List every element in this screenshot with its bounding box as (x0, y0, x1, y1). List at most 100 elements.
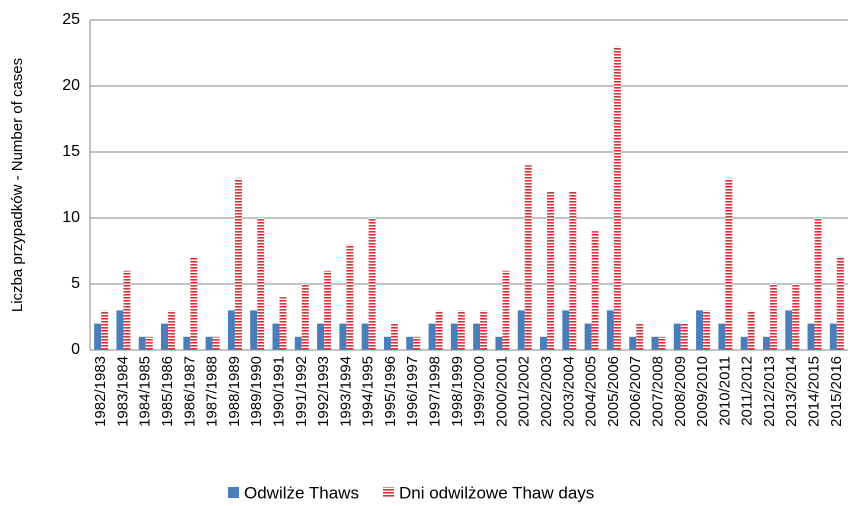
x-tick-label: 1982/1983 (92, 356, 109, 427)
bar (346, 244, 354, 350)
bar (161, 323, 169, 350)
bar (547, 191, 555, 350)
legend-swatch (383, 487, 394, 498)
bar (301, 284, 309, 350)
x-tick-label: 1991/1992 (293, 356, 310, 427)
x-tick-label: 1988/1989 (226, 356, 243, 427)
bar (836, 257, 844, 350)
y-axis-label: Liczba przypadków - Number of cases (9, 58, 26, 312)
bar (257, 218, 265, 350)
bar (435, 310, 443, 350)
y-tick-label: 20 (62, 77, 80, 94)
y-tick-label: 25 (62, 11, 80, 28)
x-tick-label: 1999/2000 (471, 356, 488, 427)
bar (785, 310, 793, 350)
x-tick-label: 1987/1988 (204, 356, 221, 427)
bar (339, 323, 347, 350)
bar (406, 336, 414, 350)
bar (101, 310, 109, 350)
bar (540, 336, 548, 350)
bar (205, 336, 213, 350)
bar (294, 336, 302, 350)
x-tick-label: 2015/2016 (828, 356, 845, 427)
bar (480, 310, 488, 350)
y-tick-label: 0 (71, 341, 80, 358)
x-tick-label: 1994/1995 (360, 356, 377, 427)
bar (673, 323, 681, 350)
x-tick-label: 2007/2008 (649, 356, 666, 427)
bar (562, 310, 570, 350)
bar (769, 284, 777, 350)
bar (584, 323, 592, 350)
bar (658, 336, 666, 350)
bar (762, 336, 770, 350)
x-tick-label: 2008/2009 (672, 356, 689, 427)
bar (829, 323, 837, 350)
bar (569, 191, 577, 350)
bar (361, 323, 369, 350)
bar (138, 336, 146, 350)
x-tick-label: 2004/2005 (583, 356, 600, 427)
x-tick-label: 2014/2015 (806, 356, 823, 427)
bar (227, 310, 235, 350)
bar (368, 218, 376, 350)
bar (190, 257, 198, 350)
x-tick-label: 2000/2001 (493, 356, 510, 427)
bar (636, 323, 644, 350)
bar (272, 323, 280, 350)
bar (317, 323, 325, 350)
legend-label: Dni odwilżowe Thaw days (399, 483, 594, 502)
x-tick-label: 2001/2002 (516, 356, 533, 427)
bar (450, 323, 458, 350)
x-tick-label: 2013/2014 (783, 356, 800, 427)
x-tick-label: 2002/2003 (538, 356, 555, 427)
bar (807, 323, 815, 350)
y-tick-label: 15 (62, 143, 80, 160)
bar (792, 284, 800, 350)
bar (324, 270, 332, 350)
bar (234, 178, 242, 350)
x-tick-label: 1996/1997 (404, 356, 421, 427)
bar (725, 178, 733, 350)
bar (123, 270, 131, 350)
bar (591, 231, 599, 350)
bar (94, 323, 102, 350)
x-tick-label: 2003/2004 (560, 356, 577, 427)
x-tick-label: 2012/2013 (761, 356, 778, 427)
bar (629, 336, 637, 350)
y-tick-label: 5 (71, 275, 80, 292)
bar (502, 270, 510, 350)
bar (606, 310, 614, 350)
x-tick-label: 1986/1987 (181, 356, 198, 427)
legend-label: Odwilże Thaws (244, 483, 359, 502)
x-tick-label: 1985/1986 (159, 356, 176, 427)
x-tick-label: 1993/1994 (337, 356, 354, 427)
x-tick-label: 2006/2007 (627, 356, 644, 427)
x-tick-label: 2005/2006 (605, 356, 622, 427)
bar (145, 336, 153, 350)
x-tick-label: 2011/2012 (739, 356, 756, 426)
bar (814, 218, 822, 350)
bar (473, 323, 481, 350)
y-tick-label: 10 (62, 209, 80, 226)
bar (413, 336, 421, 350)
x-tick-label: 1992/1993 (315, 356, 332, 427)
bar (524, 165, 532, 350)
bar (680, 323, 688, 350)
bar (116, 310, 124, 350)
x-tick-label: 1989/1990 (248, 356, 265, 427)
bar (383, 336, 391, 350)
bar (703, 310, 711, 350)
x-tick-label: 1984/1985 (137, 356, 154, 427)
bar (390, 323, 398, 350)
x-tick-label: 1997/1998 (427, 356, 444, 427)
bar (495, 336, 503, 350)
bar (250, 310, 258, 350)
x-tick-label: 1990/1991 (270, 356, 287, 427)
bar (168, 310, 176, 350)
bar (718, 323, 726, 350)
legend-swatch (228, 487, 239, 498)
bar (696, 310, 704, 350)
x-tick-label: 2010/2011 (716, 356, 733, 426)
bar (613, 46, 621, 351)
